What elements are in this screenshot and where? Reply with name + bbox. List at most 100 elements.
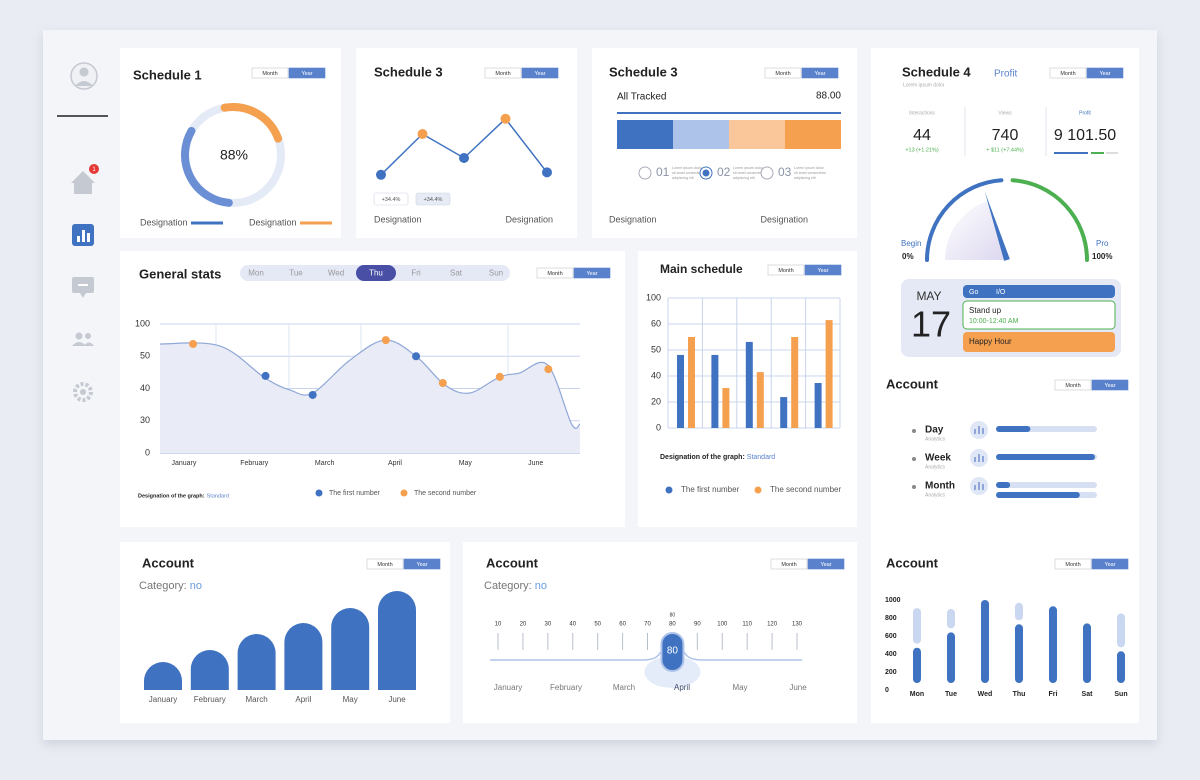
category-label: Category: [484,580,532,592]
settings-icon[interactable] [73,382,93,402]
label: 100% [1092,252,1112,261]
toggle-label[interactable]: Month [1060,71,1075,77]
toggle-label[interactable]: Year [1104,383,1115,389]
toggle-button[interactable] [251,67,289,79]
toggle-label[interactable]: Year [301,71,312,77]
toggle-button[interactable] [1049,67,1087,79]
gauge-needle [984,191,1010,261]
event[interactable] [963,332,1115,352]
day-label[interactable]: Fri [411,269,421,278]
event[interactable] [963,285,1115,298]
toggle-label[interactable]: Year [820,562,831,568]
bar [237,634,276,690]
tab[interactable]: Profit [994,69,1018,80]
toggle-label[interactable]: Month [778,268,793,274]
day-label[interactable]: Sun [489,269,503,278]
toggle-label[interactable]: Month [1065,562,1080,568]
bar-segment [729,120,785,149]
y-tick-label: 0 [145,447,150,457]
toggle-button[interactable] [521,67,559,79]
gauge-arc [925,178,1004,262]
point [376,169,386,180]
toggle-button[interactable] [804,264,842,276]
radio[interactable] [638,166,652,180]
toggle-button[interactable] [1054,558,1092,570]
toggle-label[interactable]: Year [1099,71,1110,77]
users-icon[interactable] [75,332,83,340]
toggle-label[interactable]: Year [586,271,597,277]
toggle-button[interactable] [366,558,404,570]
toggle-label[interactable]: Month [1065,383,1080,389]
event[interactable] [962,300,1116,330]
bar [981,600,989,683]
bullet [912,457,916,461]
bar [1015,602,1023,621]
bar [688,337,695,428]
x-tick-label: Thu [1013,691,1026,698]
bar [378,591,416,690]
y-tick-label: 1000 [885,597,901,604]
y-tick-label: 50 [651,344,661,354]
toggle-button[interactable] [764,67,802,79]
point [500,113,511,124]
legend-label: Designation [140,217,188,227]
badge-count: 1 [92,167,96,173]
icon-bar [974,429,976,434]
toggle-label[interactable]: Month [547,271,562,277]
toggle-label[interactable]: Year [1104,562,1115,568]
day-label[interactable]: Sat [450,269,463,278]
avatar-head [79,67,89,77]
toggle-button[interactable] [288,67,326,79]
toggle-button[interactable] [1086,67,1124,79]
panel-title: Schedule 4 [902,64,971,79]
radio[interactable] [760,166,774,180]
toggle-button[interactable] [801,67,839,79]
label: Designation [505,214,553,224]
bar [814,383,822,428]
toggle-label[interactable]: Year [814,71,825,77]
bar [284,623,323,690]
home-icon[interactable] [71,171,95,194]
toggle-label[interactable]: Month [781,562,796,568]
toggle-label[interactable]: Year [534,71,545,77]
stat-value: 740 [992,127,1019,144]
day-active[interactable] [356,265,396,281]
settings-hub [80,389,86,395]
slider-knob[interactable] [660,632,685,672]
stat-value: 9 101.50 [1054,127,1116,144]
y-tick-label: 100 [135,318,150,328]
toggle-label[interactable]: Year [416,562,427,568]
day-label[interactable]: Thu [369,269,383,278]
toggle-button[interactable] [1091,558,1129,570]
toggle-label[interactable]: Month [775,71,790,77]
toggle-button[interactable] [1091,379,1129,391]
toggle-button[interactable] [767,264,805,276]
x-tick-label: January [149,695,177,704]
y-tick-label: 0 [885,687,889,694]
toggle-button[interactable] [484,67,522,79]
toggle-label[interactable]: Month [262,71,277,77]
panel-title: Main schedule [660,262,743,276]
bar-segment [673,120,729,149]
day-label[interactable]: Tue [289,269,303,278]
day-label[interactable]: Mon [248,269,264,278]
y-tick-label: 200 [885,669,897,676]
event-title: Go [969,289,978,296]
toggle-label[interactable]: Month [495,71,510,77]
option-text: Lorem ipsum dolor [672,166,703,170]
x-tick-label: January [171,460,196,467]
toggle-button[interactable] [536,267,574,279]
toggle-button[interactable] [403,558,441,570]
toggle-button[interactable] [807,558,845,570]
label: 88.00 [816,91,841,102]
toggle-label[interactable]: Year [817,268,828,274]
toggle-button[interactable] [770,558,808,570]
icon-bar [982,484,984,490]
toggle-button[interactable] [1054,379,1092,391]
calendar-month: MAY [916,289,941,303]
label: 0% [902,252,914,261]
day-label[interactable]: Wed [328,269,344,278]
panel [356,48,577,238]
toggle-button[interactable] [573,267,611,279]
toggle-label[interactable]: Month [377,562,392,568]
